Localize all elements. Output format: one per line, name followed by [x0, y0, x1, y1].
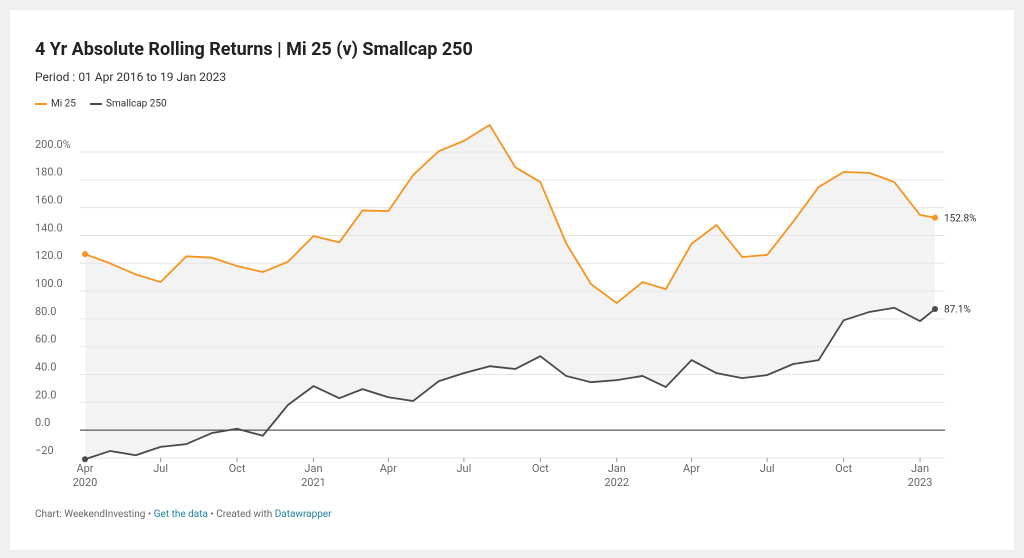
- value-label: 87.1%: [944, 305, 971, 316]
- x-tick-label: Jul: [456, 462, 471, 475]
- x-tick-year: 2022: [604, 476, 629, 489]
- range-area: [85, 125, 935, 460]
- y-tick-label: 0.0: [35, 416, 50, 429]
- sep: •: [145, 509, 153, 520]
- legend-label: Smallcap 250: [106, 99, 167, 110]
- x-tick-year: 2021: [301, 476, 326, 489]
- y-tick-label: 180.0: [35, 166, 63, 179]
- series-line: [84, 306, 936, 461]
- point: [932, 214, 938, 221]
- y-tick-label: 80.0: [35, 305, 56, 318]
- source: Chart: WeekendInvesting: [35, 509, 145, 520]
- value-label: 152.8%: [944, 213, 976, 224]
- y-tick-label: −20: [35, 444, 54, 457]
- x-tick-label: Jul: [153, 462, 168, 475]
- chart-title: 4 Yr Absolute Rolling Returns | Mi 25 (v…: [35, 39, 473, 60]
- x-tick-label: Jan: [304, 462, 322, 475]
- x-tick-label: Jan: [911, 462, 929, 475]
- point: [82, 251, 88, 258]
- y-tick-label: 140.0: [35, 221, 63, 234]
- x-tick-label: Apr: [76, 462, 93, 475]
- y-tick-label: 200.0%: [35, 138, 71, 151]
- chart-subtitle: Period : 01 Apr 2016 to 19 Jan 2023: [35, 70, 226, 84]
- x-tick-label: Oct: [229, 462, 246, 475]
- x-tick-label: Oct: [835, 462, 852, 475]
- y-tick-label: 100.0: [35, 277, 63, 290]
- legend-label: Mi 25: [51, 99, 76, 110]
- y-tick-label: 60.0: [35, 333, 56, 346]
- tool-link[interactable]: Datawrapper: [275, 509, 332, 520]
- point: [932, 306, 938, 313]
- x-tick-label: Jul: [760, 462, 775, 475]
- x-tick-year: 2023: [908, 476, 933, 489]
- x-tick-label: Jan: [608, 462, 626, 475]
- card: [10, 10, 1014, 550]
- series-line: [84, 124, 936, 304]
- data-link[interactable]: Get the data: [154, 509, 208, 520]
- x-tick-year: 2020: [73, 476, 98, 489]
- y-tick-label: 40.0: [35, 360, 56, 373]
- y-tick-label: 120.0: [35, 249, 63, 262]
- x-tick-label: Apr: [380, 462, 397, 475]
- sep: • Created with: [208, 509, 275, 520]
- x-tick-label: Apr: [683, 462, 700, 475]
- footer: Chart: WeekendInvesting • Get the data •…: [35, 509, 332, 520]
- x-tick-label: Oct: [532, 462, 549, 475]
- y-tick-label: 20.0: [35, 388, 56, 401]
- y-tick-label: 160.0: [35, 194, 63, 207]
- point: [82, 456, 88, 463]
